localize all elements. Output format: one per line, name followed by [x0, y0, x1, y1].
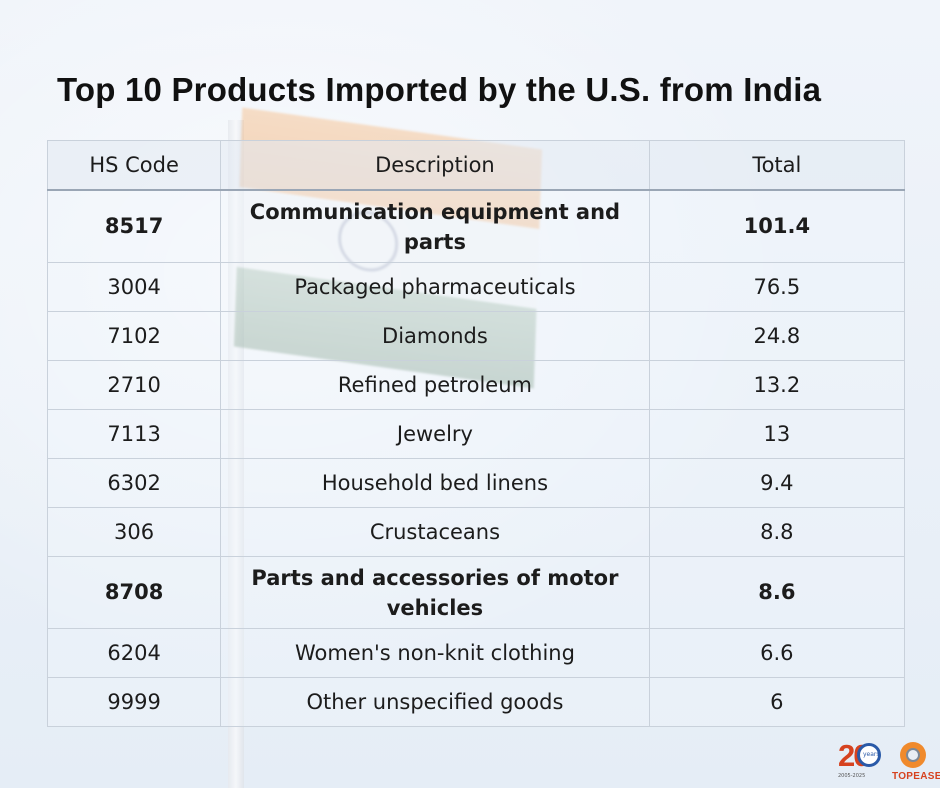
cell-description: Diamonds — [220, 311, 650, 361]
cell-total: 24.8 — [648, 311, 906, 361]
cell-hs-code: 6302 — [46, 458, 222, 508]
cell-total: 13 — [648, 409, 906, 459]
cell-total: 6.6 — [648, 628, 906, 678]
cell-description: Other unspecified goods — [220, 677, 650, 727]
topease-mark-icon — [900, 742, 926, 768]
topease-logo: TOPEASE — [892, 740, 940, 786]
cell-hs-code: 7102 — [46, 311, 222, 361]
cell-description: Refined petroleum — [220, 360, 650, 410]
table-row: 306 Crustaceans 8.8 — [46, 507, 906, 557]
cell-hs-code: 6204 — [46, 628, 222, 678]
cell-hs-code: 306 — [46, 507, 222, 557]
cell-description: Crustaceans — [220, 507, 650, 557]
table-row: 8517 Communication equipment and parts 1… — [46, 189, 906, 263]
cell-description: Women's non-knit clothing — [220, 628, 650, 678]
table-row: 3004 Packaged pharmaceuticals 76.5 — [46, 262, 906, 312]
cell-description: Household bed linens — [220, 458, 650, 508]
anniversary-ring-text: years — [863, 751, 880, 758]
anniversary-logo: 20 years 2005-2025 — [838, 740, 886, 782]
table-row: 6302 Household bed linens 9.4 — [46, 458, 906, 508]
cell-total: 13.2 — [648, 360, 906, 410]
cell-hs-code: 8708 — [46, 556, 222, 629]
table-row: 6204 Women's non-knit clothing 6.6 — [46, 628, 906, 678]
cell-total: 101.4 — [648, 189, 906, 263]
anniversary-tagline: 2005-2025 — [838, 773, 866, 779]
cell-hs-code: 2710 — [46, 360, 222, 410]
table-header-row: HS Code Description Total — [46, 140, 906, 191]
anniversary-ring-icon: years — [857, 743, 881, 767]
cell-total: 9.4 — [648, 458, 906, 508]
header-description: Description — [220, 140, 650, 191]
header-hs-code: HS Code — [46, 140, 222, 191]
cell-total: 76.5 — [648, 262, 906, 312]
cell-hs-code: 9999 — [46, 677, 222, 727]
page-title: Top 10 Products Imported by the U.S. fro… — [57, 71, 822, 108]
cell-total: 8.8 — [648, 507, 906, 557]
topease-wordmark: TOPEASE — [892, 771, 940, 782]
table-row: 7113 Jewelry 13 — [46, 409, 906, 459]
table-row: 9999 Other unspecified goods 6 — [46, 677, 906, 727]
table-row: 2710 Refined petroleum 13.2 — [46, 360, 906, 410]
table-row: 8708 Parts and accessories of motor vehi… — [46, 556, 906, 629]
cell-description: Packaged pharmaceuticals — [220, 262, 650, 312]
cell-description: Parts and accessories of motor vehicles — [220, 556, 650, 629]
cell-hs-code: 3004 — [46, 262, 222, 312]
header-total: Total — [648, 140, 906, 191]
table-row: 7102 Diamonds 24.8 — [46, 311, 906, 361]
cell-description: Communication equipment and parts — [220, 189, 650, 263]
cell-total: 8.6 — [648, 556, 906, 629]
cell-hs-code: 7113 — [46, 409, 222, 459]
cell-description: Jewelry — [220, 409, 650, 459]
cell-total: 6 — [648, 677, 906, 727]
cell-hs-code: 8517 — [46, 189, 222, 263]
imports-table: HS Code Description Total 8517 Communica… — [46, 140, 906, 727]
